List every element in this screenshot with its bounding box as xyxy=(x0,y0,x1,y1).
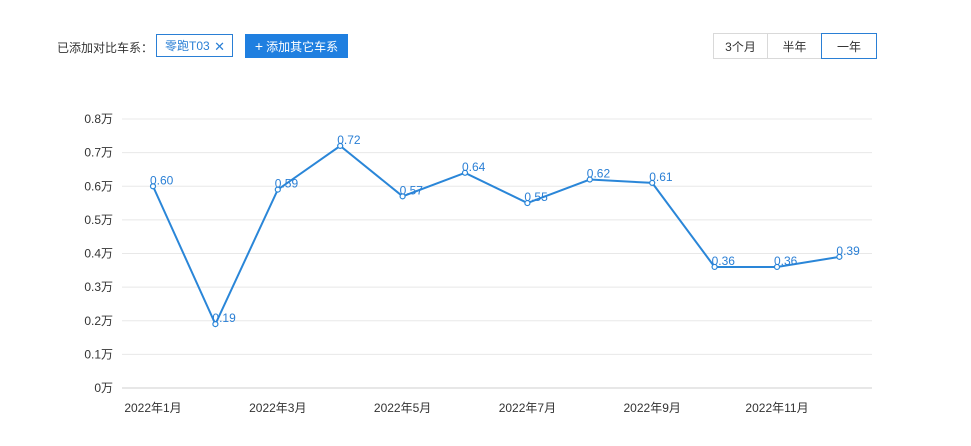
data-label: 0.59 xyxy=(275,177,299,191)
data-label: 0.60 xyxy=(150,173,174,187)
data-point xyxy=(711,263,718,271)
y-tick-label: 0.4万 xyxy=(84,247,113,261)
x-tick-label: 2022年5月 xyxy=(374,401,431,415)
data-point xyxy=(212,321,219,328)
data-label: 0.62 xyxy=(587,167,611,181)
add-series-label: 添加其它车系 xyxy=(266,39,339,54)
x-tick-label: 2022年7月 xyxy=(499,401,556,415)
plus-icon: + xyxy=(254,38,264,54)
y-tick-label: 0.3万 xyxy=(84,280,113,294)
data-label: 0.39 xyxy=(836,244,860,258)
series-line xyxy=(152,144,840,327)
data-label: 0.19 xyxy=(212,311,236,325)
x-tick-label: 2022年3月 xyxy=(249,401,306,415)
y-tick-label: 0.7万 xyxy=(84,146,113,160)
data-point xyxy=(337,142,344,149)
y-tick-label: 0.6万 xyxy=(84,179,113,193)
data-label: 0.72 xyxy=(337,133,361,147)
selected-series-name: 零跑T03 xyxy=(165,39,210,53)
data-label: 0.57 xyxy=(400,183,424,197)
toolbar: 已添加对比车系： 零跑T03 ✕ + 添加其它车系 3个月 半年 一年 xyxy=(0,0,971,80)
range-half-year-button[interactable]: 半年 xyxy=(767,33,822,59)
x-tick-label: 2022年9月 xyxy=(624,401,681,415)
data-point xyxy=(149,183,157,190)
data-label: 0.36 xyxy=(712,254,736,268)
x-tick-label: 2022年11月 xyxy=(745,401,808,415)
data-point xyxy=(586,176,593,183)
data-point xyxy=(274,186,281,193)
data-label: 0.61 xyxy=(649,170,673,184)
y-tick-label: 0.2万 xyxy=(84,314,113,328)
data-point xyxy=(649,179,656,186)
selected-series-tag: 零跑T03 ✕ xyxy=(156,34,233,57)
range-selector: 3个月 半年 一年 xyxy=(713,33,877,59)
data-point xyxy=(461,169,469,176)
data-point xyxy=(836,253,843,260)
data-point xyxy=(773,263,781,271)
data-point xyxy=(399,193,406,200)
y-tick-label: 0.5万 xyxy=(84,213,113,227)
add-series-button[interactable]: + 添加其它车系 xyxy=(245,34,348,58)
close-icon[interactable]: ✕ xyxy=(214,39,225,54)
data-label: 0.64 xyxy=(462,160,486,174)
range-one-year-button[interactable]: 一年 xyxy=(821,33,877,59)
compare-label: 已添加对比车系： xyxy=(57,41,154,55)
data-label: 0.55 xyxy=(524,190,548,204)
data-label: 0.36 xyxy=(774,254,798,268)
data-point xyxy=(524,199,531,207)
y-tick-label: 0.1万 xyxy=(84,347,113,361)
x-tick-label: 2022年1月 xyxy=(124,401,181,415)
y-tick-label: 0.8万 xyxy=(84,112,113,126)
y-tick-label: 0万 xyxy=(94,381,113,395)
